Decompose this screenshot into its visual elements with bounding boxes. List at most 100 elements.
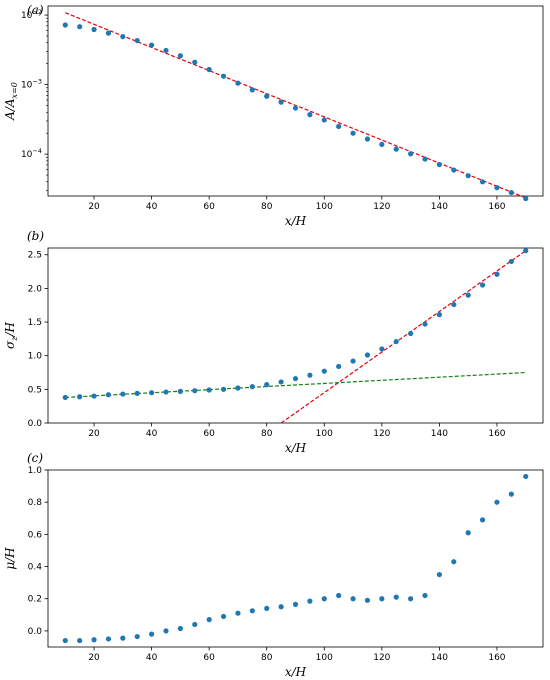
data-point <box>91 26 97 33</box>
y-tick-label: 10−2 <box>21 8 42 21</box>
data-point <box>321 596 327 602</box>
data-point <box>120 391 126 397</box>
data-point <box>336 592 342 599</box>
y-tick-label: 0.2 <box>28 595 42 605</box>
data-point <box>479 517 486 523</box>
data-point <box>120 635 126 641</box>
data-point <box>408 596 414 602</box>
x-tick-label: 100 <box>316 653 333 663</box>
data-point <box>307 598 313 604</box>
x-tick-label: 100 <box>316 429 333 439</box>
data-point <box>91 393 97 399</box>
y-tick-label: 1.0 <box>28 466 43 476</box>
data-point <box>436 161 442 168</box>
y-tick-label: 2.0 <box>28 284 43 294</box>
data-point <box>149 631 155 637</box>
data-point <box>134 37 140 44</box>
data-point <box>177 625 183 632</box>
data-point <box>192 388 198 394</box>
data-point <box>350 358 356 364</box>
y-axis-label: A/Ax=0 <box>3 82 19 121</box>
data-point <box>523 195 529 202</box>
x-tick-label: 100 <box>316 202 333 212</box>
panel-3: 20 40 60 80 100 120 140 160 0.0 0.2 0.4 0.6 0.8 1.0 x/… <box>3 451 544 679</box>
data-point <box>350 130 356 136</box>
data-point <box>278 379 284 385</box>
data-point <box>206 66 212 73</box>
panel-label: (b) <box>27 229 44 243</box>
data-point <box>120 34 126 40</box>
data-point <box>292 375 299 382</box>
data-point <box>393 338 399 345</box>
x-tick-label: 20 <box>88 202 100 212</box>
data-point <box>91 637 97 643</box>
x-tick-label: 20 <box>88 653 100 663</box>
data-point <box>479 282 486 288</box>
x-tick-label: 80 <box>261 429 273 439</box>
y-axis-label: μ/H <box>3 547 17 570</box>
y-tick-label: 0.4 <box>28 563 43 573</box>
data-point <box>177 388 183 394</box>
data-point <box>134 390 140 396</box>
data-point <box>451 167 457 173</box>
data-point <box>408 151 414 157</box>
y-tick-label: 0.6 <box>28 530 43 540</box>
data-point <box>62 637 68 644</box>
data-point <box>206 387 212 393</box>
data-point <box>149 42 155 48</box>
data-point <box>62 22 68 28</box>
y-tick-label: 0.0 <box>28 419 43 429</box>
data-point <box>465 292 471 298</box>
y-tick-label: 1.5 <box>28 318 42 328</box>
y-axis-label: σz/H <box>3 322 19 349</box>
data-point <box>494 499 500 505</box>
x-tick-label: 120 <box>373 429 390 439</box>
x-tick-label: 160 <box>488 202 505 212</box>
data-point <box>350 596 356 602</box>
x-tick-label: 160 <box>488 429 505 439</box>
data-point <box>436 312 442 318</box>
data-point <box>508 189 514 196</box>
data-point <box>393 594 399 600</box>
data-point <box>278 604 284 610</box>
data-point <box>177 53 183 59</box>
x-tick-label: 80 <box>261 202 273 212</box>
x-tick-label: 140 <box>431 202 448 212</box>
x-axis-label: x/H <box>285 214 307 228</box>
data-point <box>364 352 371 358</box>
data-point <box>264 93 270 99</box>
plot-frame <box>47 247 544 424</box>
data-point <box>393 146 399 152</box>
x-tick-label: 60 <box>203 653 215 663</box>
data-point <box>465 173 471 179</box>
data-point <box>336 123 342 130</box>
fit-line <box>280 250 527 424</box>
data-point <box>249 87 255 93</box>
data-point <box>134 633 140 640</box>
data-point <box>77 24 83 30</box>
data-point <box>422 156 428 162</box>
fit-line <box>65 12 526 199</box>
data-point <box>336 363 342 370</box>
data-point <box>105 636 112 642</box>
data-point <box>235 610 241 616</box>
data-point <box>379 141 385 148</box>
data-point <box>364 136 371 142</box>
data-point <box>62 394 68 401</box>
data-point <box>379 596 385 602</box>
x-tick-label: 60 <box>203 202 215 212</box>
data-point <box>206 617 212 623</box>
data-point <box>436 571 442 578</box>
data-point <box>249 608 255 614</box>
data-point <box>307 372 313 378</box>
x-axis-label: x/H <box>285 665 307 679</box>
data-point <box>494 185 500 191</box>
y-tick-label: 0.8 <box>28 498 43 508</box>
data-point <box>163 47 169 54</box>
x-tick-label: 60 <box>203 429 215 439</box>
data-point <box>379 346 385 352</box>
data-point <box>278 99 284 105</box>
data-point <box>523 473 529 480</box>
fit-line <box>65 371 526 399</box>
